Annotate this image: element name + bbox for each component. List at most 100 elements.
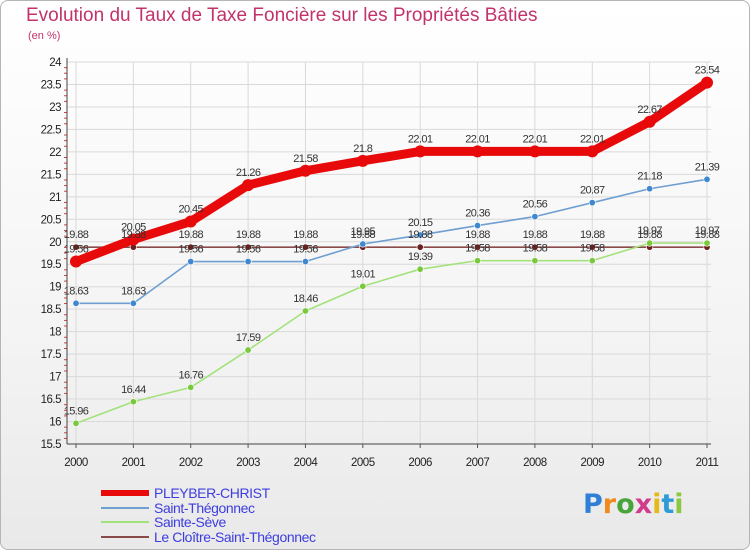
y-tick-label: 15.5 [41,439,61,451]
y-tick-label: 16.5 [41,394,61,406]
y-tick-label: 21.5 [41,169,61,181]
data-point [643,115,656,128]
data-point [528,145,541,158]
data-point [187,383,195,391]
x-tick-label: 2000 [64,457,88,469]
data-label: 20.15 [408,217,433,229]
data-point [416,231,424,239]
data-point [531,213,539,221]
data-point [72,243,80,251]
data-point [646,239,654,247]
x-tick-label: 2004 [294,457,319,469]
data-point [474,257,482,265]
series-line-0 [71,78,712,267]
data-point [301,243,309,251]
data-point [474,243,482,251]
data-point [70,255,82,268]
data-point [588,199,596,207]
x-tick-label: 2009 [580,457,604,469]
x-tick-label: 2002 [179,457,203,469]
logo-letter: i [652,489,662,520]
data-label: 21.39 [695,161,720,173]
data-label: 19.88 [523,229,548,241]
data-point [703,175,711,183]
data-labels: 19.56 20.05 20.45 21.26 21.58 21.8 22.01 22.01 2… [64,65,721,418]
data-point [471,145,484,158]
data-point [299,164,312,177]
data-point [588,257,596,265]
data-label: 20.45 [178,204,203,216]
chart-title: Evolution du Taux de Taxe Foncière sur l… [26,5,538,26]
data-point [531,243,539,251]
data-label: 19.97 [695,225,720,237]
logo-letter: o [616,489,635,520]
data-point [359,240,367,248]
y-tick-label: 24 [49,57,62,69]
data-label: 20.87 [580,185,605,197]
data-label: 18.63 [64,285,89,297]
data-point [129,299,137,307]
axes [64,58,711,448]
series-line-2 [75,242,708,425]
data-point [127,233,140,246]
data-label: 22.01 [465,133,490,145]
y-tick-label: 23.5 [41,79,61,91]
y-tick-label: 21 [49,192,61,204]
data-label: 22.01 [580,133,605,145]
data-label: 18.46 [293,293,318,305]
data-label: 21.26 [236,167,261,179]
data-label: 20.05 [121,222,146,234]
data-label: 19.01 [351,268,376,280]
y-tick-label: 20.5 [41,214,61,226]
legend-label: Saint-Thégonnec [154,500,255,516]
data-point [586,145,599,158]
data-label: 16.76 [178,369,203,381]
x-tick-label: 2010 [638,457,662,469]
data-point [588,243,596,251]
logo-letter: r [602,489,617,520]
data-label: 16.44 [121,384,146,396]
data-label: 19.56 [293,244,318,256]
data-point [244,258,252,266]
data-point [701,76,713,89]
data-label: 19.88 [580,229,605,241]
data-label: 20.56 [523,199,548,211]
data-point [187,258,195,266]
data-label: 21.8 [353,143,372,155]
data-point [242,179,255,192]
x-tick-label: 2001 [122,457,146,469]
data-label: 21.58 [293,153,318,165]
data-label: 19.88 [351,229,376,241]
legend-label: PLEYBER-CHRIST [154,485,271,501]
legend-label: Le Cloître-Saint-Thégonnec [154,529,316,545]
y-tick-label: 22 [49,147,61,159]
data-point [416,265,424,273]
y-tick-label: 18.5 [41,304,61,316]
y-tick-label: 17 [49,372,61,384]
data-label: 19.88 [236,229,261,241]
x-tick-label: 2003 [236,457,260,469]
data-label: 19.95 [351,226,376,238]
logo-letter: x [634,489,653,520]
data-label: 15.96 [64,405,89,417]
data-label: 19.88 [695,229,720,241]
y-tick-label: 23 [49,102,61,114]
y-tick-label: 19 [49,282,61,294]
grid-lines [67,61,711,445]
chart-subtitle: (en %) [28,30,61,42]
x-tick-label: 2007 [466,457,490,469]
series-group [70,76,713,427]
data-label: 23.54 [695,65,720,77]
data-point [474,222,482,230]
x-tick-label: 2011 [696,457,719,469]
logo-letter: P [583,489,603,520]
data-label: 19.58 [580,243,605,255]
data-point [129,398,137,406]
data-label: 17.59 [236,332,261,344]
x-tick-label: 2008 [523,457,547,469]
data-point [359,282,367,290]
data-label: 19.58 [523,243,548,255]
data-label: 19.88 [637,229,662,241]
data-label: 19.39 [408,251,433,263]
x-tick-label: 2006 [408,457,432,469]
